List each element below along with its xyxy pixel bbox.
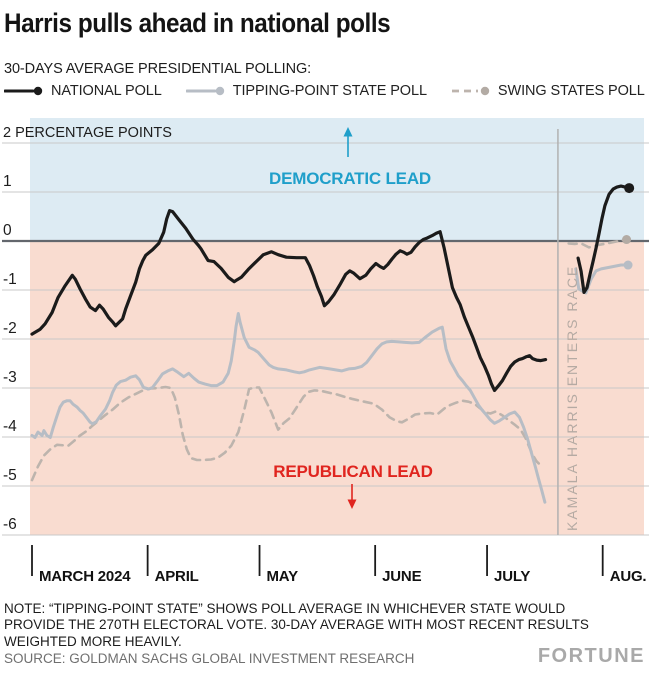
month-label: JUNE: [382, 568, 421, 585]
y-tick-label: -3: [3, 369, 17, 386]
dashed-gray-line-icon: [451, 86, 490, 96]
month-label: APRIL: [155, 568, 199, 585]
democratic-lead-zone: [30, 118, 644, 241]
y-tick-label: -5: [3, 467, 17, 484]
y-tick-label: -2: [3, 320, 17, 337]
legend-item-national: NATIONAL POLL: [4, 83, 162, 99]
page-title: Harris pulls ahead in national polls: [4, 8, 391, 38]
y-tick-label: 0: [3, 222, 12, 239]
chart-legend: NATIONAL POLL TIPPING-POINT STATE POLL S…: [4, 83, 645, 99]
footnote: NOTE: “TIPPING-POINT STATE” SHOWS POLL A…: [4, 601, 589, 649]
series-line-swing-states-poll: [567, 238, 628, 249]
legend-label: SWING STATES POLL: [497, 83, 645, 99]
chart-plot-area: MARCH 2024 APRIL MAY JUNE JULY AUG. 1 0 -1 -2 -3 -4…: [2, 118, 649, 585]
latest-value-dot-tipping-point-state-poll: [623, 260, 633, 270]
legend-item-swing-states: SWING STATES POLL: [451, 83, 645, 99]
series-line-tipping-point-state-poll: [574, 263, 630, 295]
kamala-harris-enters-race-label: KAMALA HARRIS ENTERS RACE: [564, 265, 580, 531]
latest-value-dot-national-poll: [624, 183, 635, 194]
series-line-national-poll: [30, 209, 548, 392]
solid-gray-line-icon: [185, 86, 224, 96]
up-arrowhead-icon: [343, 127, 353, 137]
month-label: MARCH 2024: [39, 568, 131, 585]
fortune-logo: FORTUNE: [537, 645, 645, 667]
down-arrowhead-icon: [347, 499, 357, 509]
month-label: AUG.: [610, 568, 647, 585]
chart-subtitle: 30-DAYS AVERAGE PRESIDENTIAL POLLING:: [4, 61, 312, 77]
democratic-lead-label: DEMOCRATIC LEAD: [269, 169, 431, 188]
y-tick-label: 1: [3, 173, 12, 190]
series-line-national-poll: [576, 184, 631, 294]
legend-label: NATIONAL POLL: [51, 83, 162, 99]
republican-lead-annotation: REPUBLICAN LEAD: [273, 462, 433, 509]
latest-value-dot-swing-states-poll: [622, 235, 632, 245]
month-label: JULY: [494, 568, 530, 585]
source-line: SOURCE: GOLDMAN SACHS GLOBAL INVESTMENT …: [4, 651, 415, 666]
series-line-swing-states-poll: [30, 385, 543, 482]
solid-black-line-icon: [4, 86, 43, 96]
month-label: MAY: [267, 568, 299, 585]
republican-lead-label: REPUBLICAN LEAD: [273, 462, 432, 481]
y-tick-label: -4: [3, 418, 17, 435]
legend-item-tipping-point: TIPPING-POINT STATE POLL: [185, 83, 427, 99]
democratic-lead-annotation: DEMOCRATIC LEAD: [269, 127, 431, 188]
series-line-tipping-point-state-poll: [30, 312, 547, 504]
y-tick-label: -1: [3, 271, 17, 288]
y-axis-unit-label: 2 PERCENTAGE POINTS: [3, 125, 172, 141]
legend-label: TIPPING-POINT STATE POLL: [232, 83, 427, 99]
y-tick-label: -6: [3, 516, 17, 533]
